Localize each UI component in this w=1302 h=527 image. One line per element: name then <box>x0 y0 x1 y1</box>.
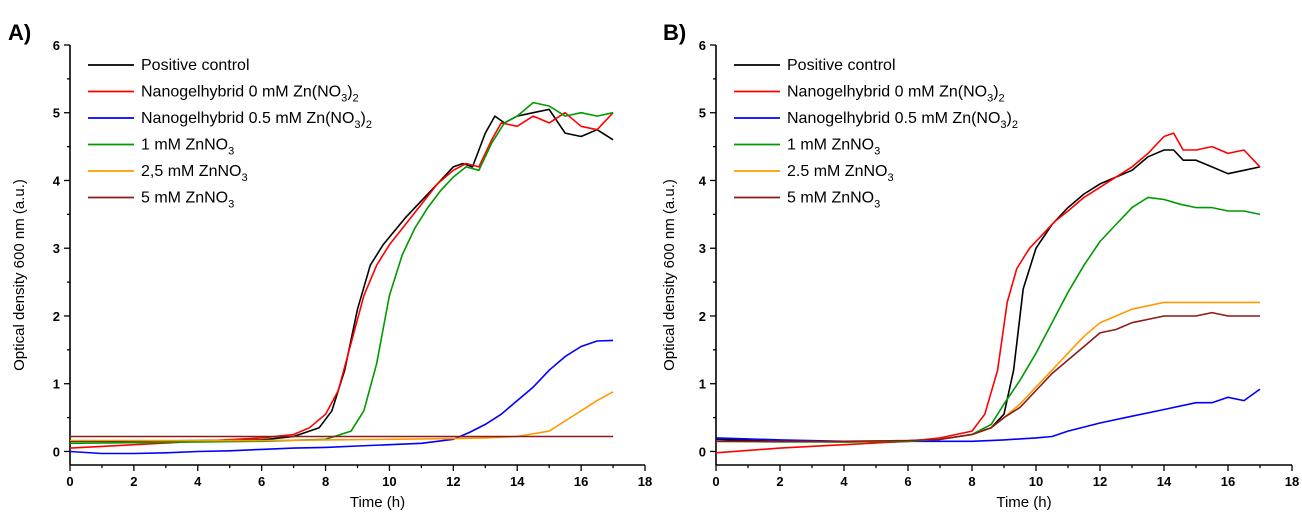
y-tick-label: 1 <box>53 377 60 392</box>
y-tick-label: 6 <box>53 38 60 53</box>
x-tick-label: 4 <box>194 474 202 489</box>
legend-label: Positive control <box>141 57 250 74</box>
y-tick-label: 4 <box>699 173 707 188</box>
legend-label: Nanogelhybrid 0 mM Zn(NO3)2 <box>141 84 359 105</box>
x-tick-label: 8 <box>322 474 329 489</box>
y-tick-label: 6 <box>699 38 706 53</box>
legend-label: Nanogelhybrid 0.5 mM Zn(NO3)2 <box>141 110 372 131</box>
x-axis-title: Time (h) <box>350 494 405 511</box>
x-tick-label: 12 <box>1093 474 1107 489</box>
x-tick-label: 0 <box>712 474 719 489</box>
legend-label: 5 mM ZnNO3 <box>787 190 880 211</box>
x-tick-label: 10 <box>1029 474 1043 489</box>
y-tick-label: 5 <box>53 106 60 121</box>
series-line-5-mm-znno3 <box>716 311 1260 443</box>
legend-label: Nanogelhybrid 0.5 mM Zn(NO3)2 <box>787 110 1018 131</box>
x-tick-label: 0 <box>66 474 73 489</box>
x-tick-label: 8 <box>968 474 975 489</box>
y-tick-label: 0 <box>53 444 60 459</box>
legend-label: Positive control <box>787 57 896 74</box>
x-tick-label: 14 <box>1157 474 1172 489</box>
x-tick-label: 2 <box>130 474 137 489</box>
series-line-nanogelhybrid-0-mm-zn-no3-2 <box>70 111 614 449</box>
y-tick-label: 3 <box>53 241 60 256</box>
x-tick-label: 2 <box>776 474 783 489</box>
legend-label: 2,5 mM ZnNO3 <box>141 163 248 184</box>
series-line-nanogelhybrid-0-5-mm-zn-no3-2 <box>70 339 614 455</box>
x-tick-label: 14 <box>510 474 525 489</box>
x-tick-label: 6 <box>258 474 265 489</box>
series-line-nanogelhybrid-0-5-mm-zn-no3-2 <box>716 388 1261 443</box>
x-tick-label: 6 <box>904 474 911 489</box>
series-line-1-mm-znno3 <box>70 101 614 445</box>
y-axis-title: Optical density 600 nm (a.u.) <box>661 179 678 371</box>
legend-label: 5 mM ZnNO3 <box>141 190 234 211</box>
legend-label: 1 mM ZnNO3 <box>787 137 880 158</box>
y-axis-title: Optical density 600 nm (a.u.) <box>11 179 28 371</box>
x-tick-label: 12 <box>446 474 460 489</box>
series-line-positive-control <box>70 108 614 443</box>
series-line-2-5-mm-znno3 <box>716 301 1260 443</box>
y-tick-label: 2 <box>699 309 706 324</box>
y-tick-label: 0 <box>699 444 706 459</box>
x-tick-label: 18 <box>1285 474 1299 489</box>
x-tick-label: 16 <box>1221 474 1235 489</box>
x-tick-label: 4 <box>840 474 848 489</box>
panel-label: B) <box>663 20 686 45</box>
y-tick-label: 3 <box>699 241 706 256</box>
y-tick-label: 2 <box>53 309 60 324</box>
series-line-2-5-mm-znno3 <box>70 391 614 442</box>
x-tick-label: 10 <box>382 474 396 489</box>
legend-label: 2.5 mM ZnNO3 <box>787 163 894 184</box>
x-tick-label: 16 <box>574 474 588 489</box>
y-tick-label: 5 <box>699 106 706 121</box>
legend-label: 1 mM ZnNO3 <box>141 137 234 158</box>
series-line-nanogelhybrid-0-mm-zn-no3-2 <box>716 132 1261 454</box>
y-tick-label: 4 <box>53 173 61 188</box>
legend-label: Nanogelhybrid 0 mM Zn(NO3)2 <box>787 84 1005 105</box>
x-axis-title: Time (h) <box>996 494 1051 511</box>
x-tick-label: 18 <box>638 474 652 489</box>
panel-label: A) <box>8 20 31 45</box>
y-tick-label: 1 <box>699 377 706 392</box>
